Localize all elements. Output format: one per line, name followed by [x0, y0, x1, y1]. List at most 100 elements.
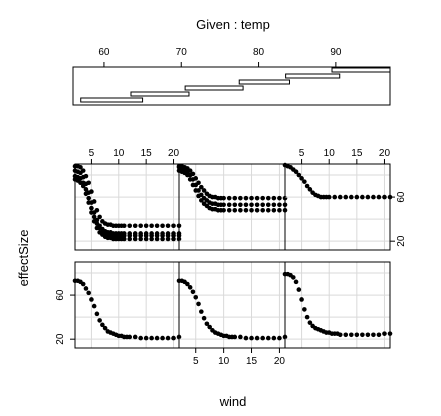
data-point: [149, 236, 154, 242]
data-point: [199, 309, 204, 314]
data-point: [254, 335, 260, 341]
data-point: [382, 331, 387, 336]
data-point: [201, 188, 207, 193]
data-point: [199, 198, 204, 203]
data-point: [83, 191, 89, 197]
data-point: [299, 297, 304, 302]
data-point: [121, 233, 127, 238]
data-point: [290, 275, 296, 280]
data-point: [365, 332, 371, 338]
data-point: [293, 169, 299, 175]
data-point: [154, 233, 160, 238]
data-point: [307, 320, 313, 325]
data-point: [160, 236, 165, 242]
data-point: [265, 208, 271, 213]
data-point: [243, 195, 249, 201]
data-point: [165, 236, 171, 242]
data-point: [221, 208, 226, 213]
data-point: [127, 233, 133, 238]
data-point: [86, 290, 91, 296]
x-axis-tick-label: 10: [218, 356, 230, 367]
panel-6: [282, 162, 393, 251]
data-point: [343, 332, 349, 338]
data-point: [132, 223, 138, 229]
x-axis-tick-label: 15: [351, 148, 363, 159]
data-point: [238, 202, 243, 208]
x-axis-tick-label: 15: [246, 356, 258, 367]
data-point: [78, 170, 83, 176]
data-point: [138, 236, 143, 242]
data-point: [360, 332, 365, 338]
given-interval-bar: [184, 85, 244, 91]
data-point: [154, 223, 160, 229]
data-point: [138, 233, 143, 238]
x-axis-tick-label: 10: [113, 148, 125, 159]
x-axis-label: wind: [219, 394, 247, 409]
data-point: [238, 208, 243, 213]
data-point: [265, 202, 271, 208]
data-point: [143, 223, 149, 229]
data-point: [185, 281, 190, 287]
y-axis-label: effectSize: [16, 230, 31, 287]
data-point: [193, 188, 199, 193]
data-point: [102, 325, 108, 331]
data-point: [207, 324, 212, 330]
data-point: [249, 202, 254, 208]
data-point: [365, 194, 371, 200]
y-axis-tick-label: 20: [55, 333, 66, 345]
data-point: [86, 195, 91, 201]
given-frame: [72, 66, 391, 106]
data-point: [277, 335, 282, 341]
data-point: [382, 194, 387, 200]
given-panel: Given : temp 60 70 80 90: [72, 17, 391, 106]
data-point: [171, 223, 176, 229]
data-point: [193, 294, 199, 300]
data-point: [296, 287, 302, 292]
data-point: [371, 194, 376, 200]
data-point: [249, 335, 254, 341]
data-point: [89, 205, 94, 211]
data-point: [299, 176, 304, 181]
given-interval-bar: [80, 97, 144, 103]
x-axis-tick-label: 20: [168, 148, 180, 159]
given-interval-bar: [130, 91, 190, 97]
panel-3: [282, 261, 393, 349]
y-axis-tick-label: 60: [55, 289, 66, 301]
data-point: [376, 194, 382, 200]
data-point: [260, 195, 265, 201]
data-point: [143, 335, 149, 341]
data-point: [226, 195, 232, 201]
x-axis-tick-label: 20: [274, 356, 286, 367]
data-point: [221, 202, 226, 208]
data-point: [138, 223, 143, 229]
data-point: [337, 332, 343, 338]
data-point: [371, 332, 376, 338]
data-point: [277, 195, 282, 201]
data-point: [78, 180, 83, 186]
x-axis-tick-label: 5: [299, 148, 305, 159]
data-point: [83, 187, 89, 192]
data-point: [260, 335, 265, 341]
data-point: [204, 321, 210, 327]
data-point: [304, 314, 310, 320]
data-point: [265, 195, 271, 201]
data-point: [296, 172, 302, 178]
data-point: [307, 187, 313, 192]
data-point: [354, 194, 360, 200]
data-point: [91, 219, 97, 224]
data-point: [196, 301, 201, 307]
given-title: Given : temp: [196, 17, 270, 32]
data-point: [149, 335, 154, 341]
given-tick-label: 90: [330, 47, 342, 58]
data-point: [254, 195, 260, 201]
panel-4: [72, 163, 182, 251]
data-point: [187, 285, 193, 290]
data-point: [143, 236, 149, 242]
data-point: [271, 208, 277, 213]
data-point: [360, 194, 365, 200]
data-point: [91, 303, 97, 309]
data-point: [132, 334, 138, 340]
shared-axes: 5 10 15 20 5 10 15 20 5 10 15 20 20 60 20 60: [55, 148, 407, 367]
data-point: [254, 202, 260, 208]
data-point: [97, 214, 102, 220]
